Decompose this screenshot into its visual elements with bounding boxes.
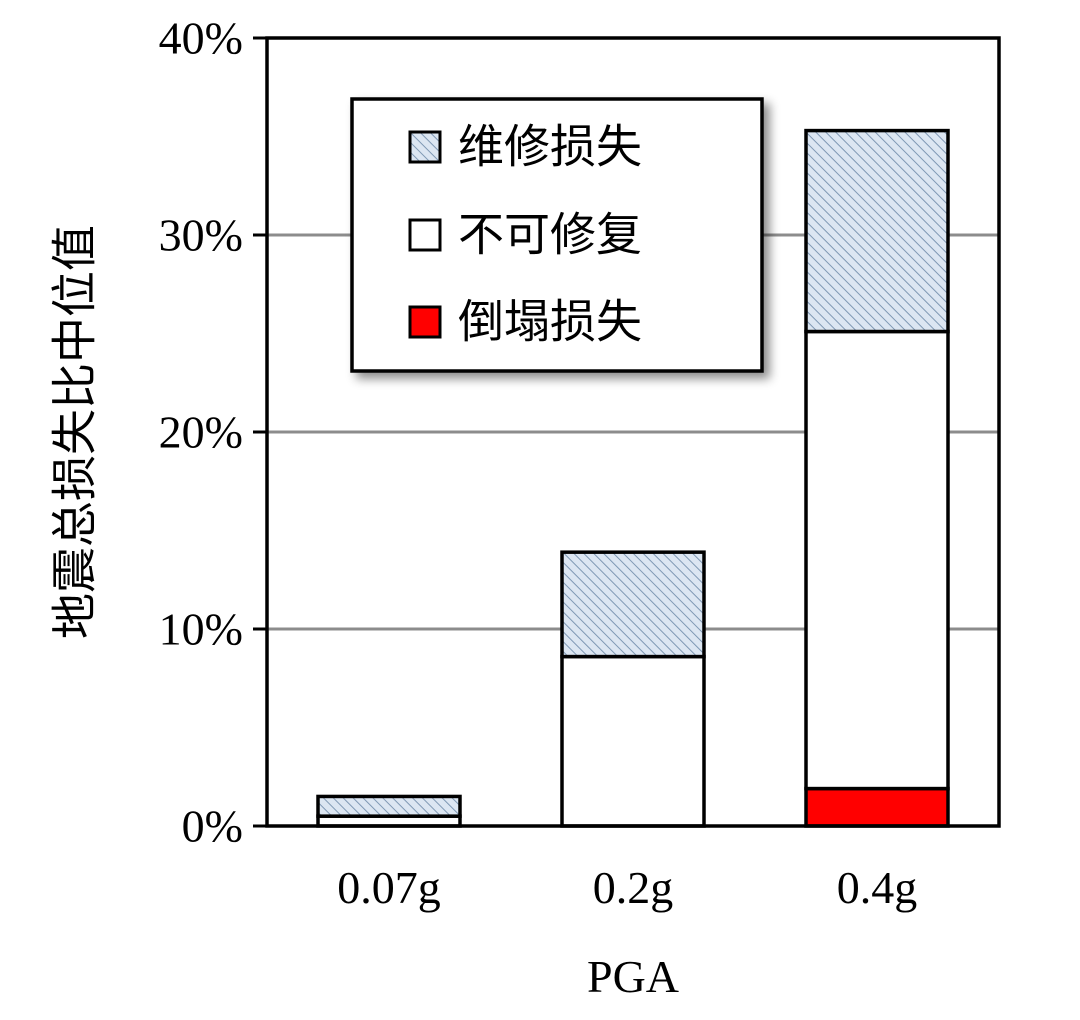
x-category-label: 0.07g bbox=[337, 862, 441, 913]
legend-label: 不可修复 bbox=[458, 210, 642, 261]
y-tick-label: 40% bbox=[159, 13, 243, 64]
y-tick-label: 0% bbox=[182, 801, 243, 852]
x-axis-title: PGA bbox=[587, 951, 679, 1002]
bar-segment bbox=[316, 794, 462, 818]
x-category-label: 0.2g bbox=[593, 862, 674, 913]
y-axis-title: 地震总损失比中位值 bbox=[50, 225, 101, 639]
ticks-layer: 0% 10% 20% 30% 40% bbox=[159, 13, 267, 852]
bar-segment bbox=[804, 786, 950, 828]
legend-label: 维修损失 bbox=[458, 122, 642, 173]
y-tick-label: 10% bbox=[159, 604, 243, 655]
bar-segment bbox=[560, 654, 706, 828]
category-labels: 0.07g 0.2g 0.4g bbox=[337, 862, 917, 913]
bar-segment bbox=[804, 329, 950, 791]
legend-swatch bbox=[408, 130, 442, 164]
legend-swatch bbox=[408, 305, 442, 339]
y-tick-label: 30% bbox=[159, 210, 243, 261]
legend-swatch bbox=[408, 218, 442, 252]
y-tick-label: 20% bbox=[159, 407, 243, 458]
bar-segment bbox=[804, 128, 950, 334]
x-category-label: 0.4g bbox=[837, 862, 918, 913]
bars-layer bbox=[316, 128, 950, 828]
legend-label: 倒塌损失 bbox=[458, 297, 642, 348]
bar-segment bbox=[560, 550, 706, 659]
